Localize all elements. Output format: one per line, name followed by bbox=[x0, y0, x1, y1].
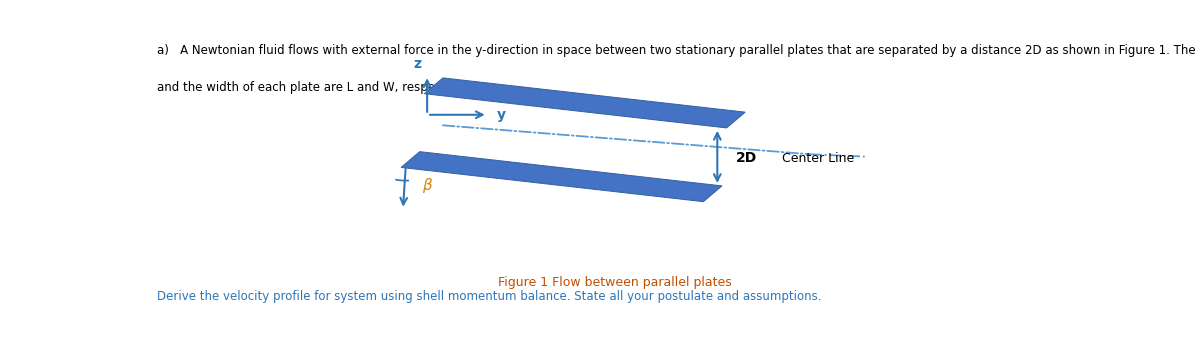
Text: z: z bbox=[414, 57, 422, 71]
Polygon shape bbox=[401, 152, 722, 202]
Text: and the width of each plate are L and W, respectively.: and the width of each plate are L and W,… bbox=[157, 81, 476, 94]
Text: Figure 1 Flow between parallel plates: Figure 1 Flow between parallel plates bbox=[498, 276, 732, 289]
Text: y: y bbox=[497, 108, 506, 122]
Text: Center Line: Center Line bbox=[782, 152, 854, 165]
Polygon shape bbox=[425, 78, 745, 128]
Text: Derive the velocity profile for system using shell momentum balance. State all y: Derive the velocity profile for system u… bbox=[157, 290, 822, 303]
Text: 2D: 2D bbox=[736, 151, 757, 165]
Text: $\beta$: $\beta$ bbox=[422, 176, 433, 195]
Text: a)   A Newtonian fluid flows with external force in the y-direction in space bet: a) A Newtonian fluid flows with external… bbox=[157, 44, 1200, 57]
